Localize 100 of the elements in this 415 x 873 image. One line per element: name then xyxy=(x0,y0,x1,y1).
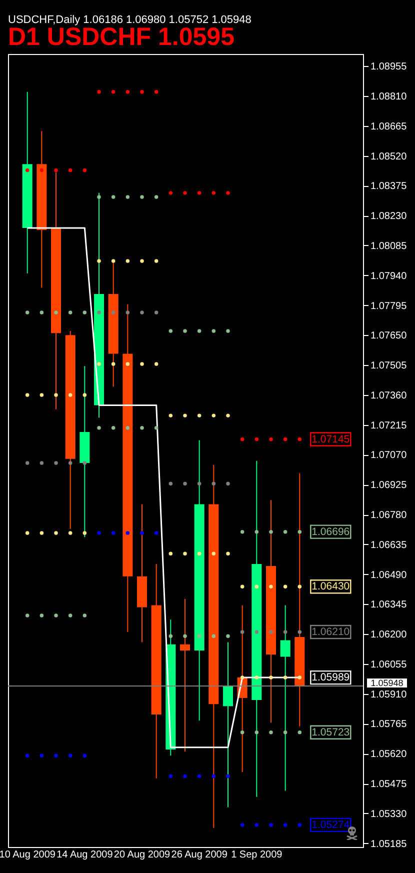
y-tick-label: 1.06200 xyxy=(370,630,408,641)
point xyxy=(168,414,173,418)
data-label: 1.05989 xyxy=(312,672,350,684)
point xyxy=(254,676,259,680)
point xyxy=(111,90,116,94)
point xyxy=(283,730,288,734)
y-tick-label: 1.08085 xyxy=(370,241,408,252)
ref-line-label: 1.05948 xyxy=(370,678,404,688)
point xyxy=(226,482,230,486)
point xyxy=(111,426,116,430)
y-tick-label: 1.06925 xyxy=(370,480,408,492)
point xyxy=(68,531,72,535)
point xyxy=(168,191,173,195)
point xyxy=(197,552,202,556)
y-tick-label: 1.08230 xyxy=(370,211,408,222)
point xyxy=(154,426,158,430)
point xyxy=(183,634,187,638)
y-tick-label: 1.07650 xyxy=(370,330,408,342)
point xyxy=(269,630,273,634)
point xyxy=(40,168,44,172)
point xyxy=(226,774,230,778)
point xyxy=(40,614,44,618)
point xyxy=(25,531,30,535)
point xyxy=(82,168,87,172)
point xyxy=(97,90,101,94)
point xyxy=(283,530,288,534)
point xyxy=(154,259,158,263)
candlestick xyxy=(180,598,190,752)
point xyxy=(40,754,44,758)
point xyxy=(68,310,72,314)
y-tick-label: 1.05475 xyxy=(370,779,408,790)
point xyxy=(140,426,144,430)
point xyxy=(254,530,259,534)
point xyxy=(97,362,101,366)
y-tick-label: 1.05620 xyxy=(370,749,408,760)
point xyxy=(154,362,158,366)
point xyxy=(212,634,216,638)
y-tick-label: 1.05330 xyxy=(370,808,408,820)
point xyxy=(140,90,144,94)
point xyxy=(269,730,273,734)
point xyxy=(240,530,244,534)
point xyxy=(40,393,44,397)
y-tick-label: 1.06345 xyxy=(370,600,408,611)
point xyxy=(97,426,101,430)
point xyxy=(25,310,30,314)
point xyxy=(183,552,187,556)
point xyxy=(140,195,144,199)
point xyxy=(226,414,230,418)
point xyxy=(168,482,173,486)
candlestick xyxy=(222,642,234,808)
y-tick-label: 1.07795 xyxy=(370,300,408,312)
point xyxy=(269,530,273,534)
point xyxy=(68,614,72,618)
point xyxy=(283,437,288,442)
point xyxy=(254,437,259,442)
point xyxy=(82,614,87,618)
point xyxy=(283,676,288,680)
point xyxy=(212,552,216,556)
point xyxy=(197,414,202,418)
y-tick-label: 1.05765 xyxy=(370,719,408,730)
point xyxy=(54,168,58,172)
data-label: 1.06430 xyxy=(312,580,350,593)
point xyxy=(269,823,273,827)
point xyxy=(68,168,72,172)
point xyxy=(226,329,230,333)
y-tick-label: 1.06780 xyxy=(370,510,408,522)
y-tick-label: 1.06490 xyxy=(370,570,408,581)
point xyxy=(25,754,30,758)
point xyxy=(226,634,230,638)
point xyxy=(126,90,130,94)
point xyxy=(183,774,187,778)
point xyxy=(283,630,288,634)
point xyxy=(154,90,158,94)
point xyxy=(97,195,101,199)
point xyxy=(126,259,130,263)
point xyxy=(126,310,130,314)
point xyxy=(212,482,216,486)
y-tick-label: 1.07360 xyxy=(370,390,408,402)
point xyxy=(82,310,87,314)
y-tick-label: 1.07505 xyxy=(370,360,408,372)
point xyxy=(183,191,187,195)
point xyxy=(68,393,72,397)
point xyxy=(283,584,288,589)
point xyxy=(126,362,130,366)
y-tick-label: 1.05910 xyxy=(370,689,408,700)
point xyxy=(111,362,116,366)
point xyxy=(168,329,173,333)
point xyxy=(298,584,302,589)
y-tick-label: 1.05185 xyxy=(370,838,408,850)
point xyxy=(25,168,30,172)
point xyxy=(240,823,244,827)
point xyxy=(212,191,216,195)
point xyxy=(240,630,244,634)
point xyxy=(54,393,58,397)
data-label: 1.07145 xyxy=(312,433,350,446)
y-tick-label: 1.08665 xyxy=(370,121,408,132)
point xyxy=(240,676,244,680)
y-tick-label: 1.08810 xyxy=(370,92,408,103)
point xyxy=(54,461,58,465)
point xyxy=(154,195,158,199)
